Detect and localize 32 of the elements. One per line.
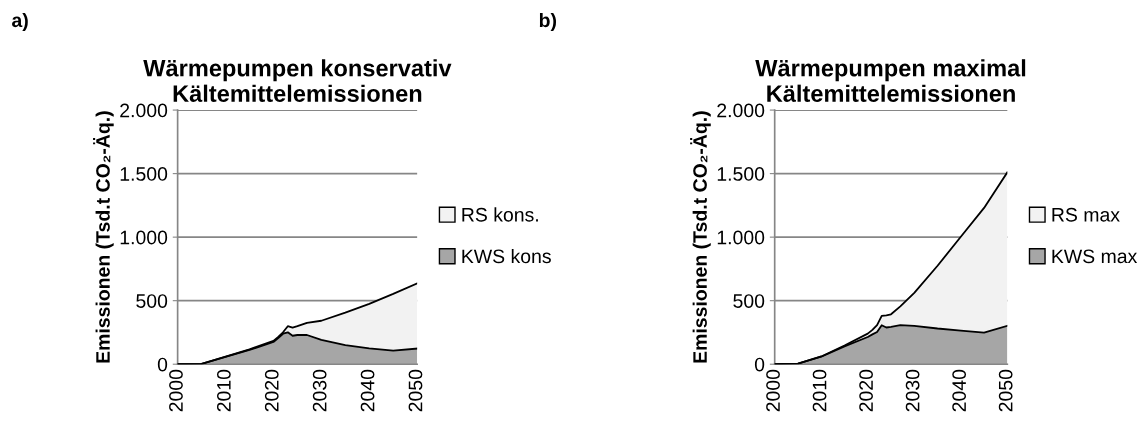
legend-label: KWS max: [1052, 249, 1138, 264]
x-tick-label: 2010: [216, 369, 231, 412]
x-tick-label: 2020: [859, 369, 873, 412]
legend-label: KWS kons: [462, 248, 551, 264]
chart-title: Wärmepumpen konservativ Kältemittelemissionen: [143, 59, 452, 102]
x-tick-label: 2030: [905, 369, 920, 412]
y-tick-label: 2.000: [120, 103, 168, 118]
y-axis-title: Emissionen (Tsd.t CO₂-Äq.): [690, 111, 711, 363]
y-tick-label: 1.500: [717, 167, 765, 181]
x-tick-label: 2050: [408, 369, 423, 412]
y-tick-label: 0: [754, 357, 765, 372]
x-tick-label: 2050: [998, 369, 1013, 412]
x-tick-label: 2040: [360, 369, 375, 412]
chart-title: Wärmepumpen maximal Kältemittelemissionen: [755, 59, 1026, 102]
x-tick-label: 2000: [766, 369, 780, 412]
y-tick-label: 1.500: [120, 167, 168, 181]
x-tick-label: 2030: [312, 369, 327, 412]
y-tick-label: 0: [157, 357, 168, 372]
x-tick-label: 2010: [812, 369, 827, 412]
legend-label: RS max: [1052, 207, 1120, 222]
x-tick-label: 2040: [952, 369, 967, 412]
y-axis-title: Emissionen (Tsd.t CO₂-Äq.): [93, 111, 114, 363]
x-tick-label: 2020: [264, 369, 279, 412]
text: a): [12, 12, 28, 32]
x-tick-label: 2000: [169, 369, 183, 412]
y-tick-label: 500: [733, 294, 765, 308]
text: b): [539, 12, 557, 32]
y-tick-label: 500: [136, 294, 168, 308]
y-tick-label: 2.000: [717, 103, 765, 118]
y-tick-label: 1.000: [717, 230, 765, 245]
y-tick-label: 1.000: [120, 230, 168, 245]
legend-label: RS kons.: [462, 207, 538, 222]
